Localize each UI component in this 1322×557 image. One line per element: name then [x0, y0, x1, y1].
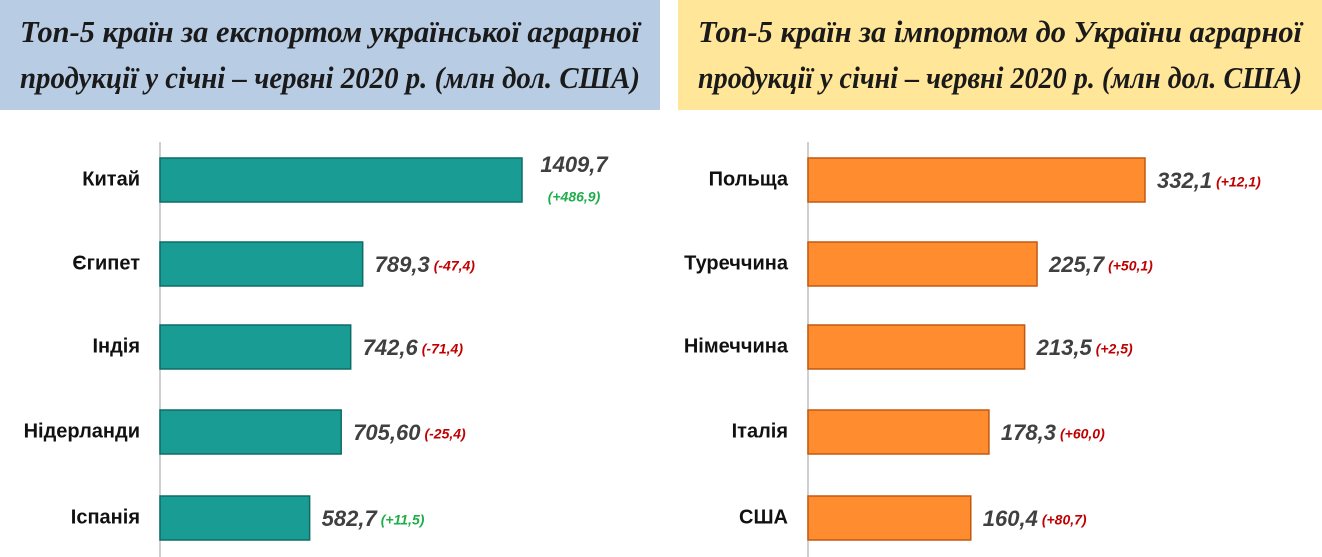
category-label: Нідерланди [24, 420, 140, 442]
value-label: 332,1 [1157, 168, 1212, 193]
value-label: 225,7 [1048, 252, 1106, 277]
change-label: (+11,5) [381, 512, 425, 528]
value-label: 789,3 [375, 252, 430, 277]
bar [807, 324, 1026, 370]
bar [807, 495, 972, 541]
value-label: 705,60 [353, 420, 421, 445]
change-label: (-25,4) [424, 426, 466, 442]
category-label: Німеччина [684, 335, 789, 357]
category-label: Китай [82, 168, 140, 190]
category-label: Іспанія [71, 506, 140, 528]
change-label: (+486,9) [548, 189, 601, 205]
category-label: Польща [709, 168, 789, 190]
value-label: 160,4 [983, 506, 1038, 531]
change-label: (-71,4) [422, 341, 464, 357]
bar [159, 157, 523, 203]
chart-title: продукції у січні – червні 2020 р. (млн … [698, 60, 1302, 95]
bar [807, 241, 1038, 287]
value-label: 742,6 [363, 335, 419, 360]
title-background [678, 0, 1322, 110]
bar [159, 241, 364, 287]
chart-title: Топ-5 країн за експортом української агр… [20, 14, 642, 49]
category-label: Італія [732, 420, 788, 442]
bar [807, 409, 990, 455]
title-background [0, 0, 660, 110]
bar [159, 495, 311, 541]
value-label: 178,3 [1001, 420, 1056, 445]
change-label: (+60,0) [1060, 426, 1105, 442]
change-label: (+50,1) [1108, 258, 1153, 274]
value-label: 213,5 [1036, 335, 1093, 360]
chart-title: Топ-5 країн за імпортом до України аграр… [698, 14, 1304, 49]
chart-title: продукції у січні – червні 2020 р. (млн … [20, 60, 640, 95]
bar [159, 324, 352, 370]
value-label: 1409,7 [540, 152, 609, 177]
category-label: Індія [92, 335, 140, 357]
change-label: (+12,1) [1216, 174, 1261, 190]
category-label: США [739, 506, 788, 528]
category-label: Туреччина [684, 252, 789, 274]
change-label: (+2,5) [1096, 341, 1133, 357]
change-label: (+80,7) [1042, 512, 1087, 528]
bar [159, 409, 342, 455]
bar [807, 157, 1146, 203]
value-label: 582,7 [322, 506, 379, 531]
category-label: Єгипет [72, 252, 140, 274]
change-label: (-47,4) [434, 258, 476, 274]
